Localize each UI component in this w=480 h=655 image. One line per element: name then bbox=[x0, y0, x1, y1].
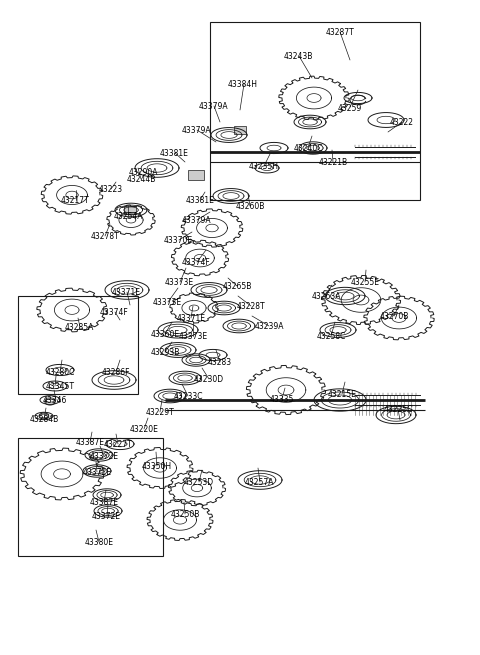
Text: 43360E: 43360E bbox=[150, 330, 180, 339]
Text: 43227T: 43227T bbox=[104, 440, 132, 449]
Text: 43278T: 43278T bbox=[91, 232, 120, 241]
Text: 43387E: 43387E bbox=[89, 498, 119, 507]
Text: 43217T: 43217T bbox=[60, 196, 89, 205]
Text: 43346: 43346 bbox=[43, 396, 67, 405]
Text: 43379A: 43379A bbox=[198, 102, 228, 111]
Text: 43381E: 43381E bbox=[186, 196, 215, 205]
Text: 43230D: 43230D bbox=[194, 375, 224, 384]
Text: 43244B: 43244B bbox=[126, 175, 156, 184]
Text: 43381E: 43381E bbox=[159, 149, 189, 158]
Text: 43373E: 43373E bbox=[179, 332, 207, 341]
Text: 43229T: 43229T bbox=[145, 408, 174, 417]
Text: 43263A: 43263A bbox=[311, 292, 341, 301]
Text: 43370E: 43370E bbox=[163, 236, 192, 245]
Text: 43253D: 43253D bbox=[184, 478, 214, 487]
Text: 43379A: 43379A bbox=[181, 126, 211, 135]
Text: 43235H: 43235H bbox=[249, 162, 279, 171]
Text: 43371E: 43371E bbox=[111, 288, 141, 297]
Text: 43372E: 43372E bbox=[83, 468, 111, 477]
Text: 43250B: 43250B bbox=[170, 510, 200, 519]
Bar bbox=[188, 170, 204, 180]
Text: 43286F: 43286F bbox=[102, 368, 130, 377]
Bar bbox=[124, 206, 136, 214]
Text: 43259: 43259 bbox=[338, 104, 362, 113]
Text: 43384H: 43384H bbox=[228, 80, 258, 89]
Text: 43255E: 43255E bbox=[350, 278, 380, 287]
Bar bbox=[18, 296, 138, 394]
Text: 43215E: 43215E bbox=[327, 390, 357, 399]
Bar bbox=[210, 22, 420, 200]
Text: 43258C: 43258C bbox=[316, 332, 346, 341]
Text: 43254A: 43254A bbox=[113, 212, 143, 221]
Text: 43285A: 43285A bbox=[64, 323, 94, 332]
Text: 43287T: 43287T bbox=[325, 28, 354, 37]
Text: 43240C: 43240C bbox=[293, 144, 323, 153]
Text: 43270B: 43270B bbox=[379, 312, 408, 321]
Text: 43222: 43222 bbox=[390, 118, 414, 127]
Text: 43225C: 43225C bbox=[384, 405, 413, 414]
Text: 43373E: 43373E bbox=[153, 298, 181, 307]
Text: 43345T: 43345T bbox=[46, 382, 74, 391]
Text: 43260B: 43260B bbox=[235, 202, 264, 211]
Text: 43223: 43223 bbox=[99, 185, 123, 194]
Bar bbox=[234, 126, 246, 134]
Text: 43257A: 43257A bbox=[244, 478, 274, 487]
Text: 43387E: 43387E bbox=[75, 438, 105, 447]
Text: 43220E: 43220E bbox=[130, 425, 158, 434]
Text: 43280C: 43280C bbox=[45, 368, 75, 377]
Text: 43379A: 43379A bbox=[181, 216, 211, 225]
Text: 43374F: 43374F bbox=[181, 258, 210, 267]
Text: 43283: 43283 bbox=[208, 358, 232, 367]
Text: 43233C: 43233C bbox=[173, 392, 203, 401]
Text: 43221B: 43221B bbox=[318, 158, 348, 167]
Text: 43265B: 43265B bbox=[222, 282, 252, 291]
Text: 43350H: 43350H bbox=[142, 462, 172, 471]
Text: 43372E: 43372E bbox=[92, 512, 120, 521]
Text: 43284B: 43284B bbox=[29, 415, 59, 424]
Text: 43293B: 43293B bbox=[150, 348, 180, 357]
Text: 43380E: 43380E bbox=[84, 538, 113, 547]
Text: 43373E: 43373E bbox=[165, 278, 193, 287]
Text: 43372E: 43372E bbox=[89, 452, 119, 461]
Text: 43371E: 43371E bbox=[177, 314, 205, 323]
Bar bbox=[18, 438, 163, 556]
Text: 43228T: 43228T bbox=[237, 302, 265, 311]
Text: 43290A: 43290A bbox=[128, 168, 158, 177]
Text: 43374F: 43374F bbox=[100, 308, 128, 317]
Text: 43243B: 43243B bbox=[283, 52, 312, 61]
Text: 43335: 43335 bbox=[270, 395, 294, 404]
Text: 43239A: 43239A bbox=[254, 322, 284, 331]
